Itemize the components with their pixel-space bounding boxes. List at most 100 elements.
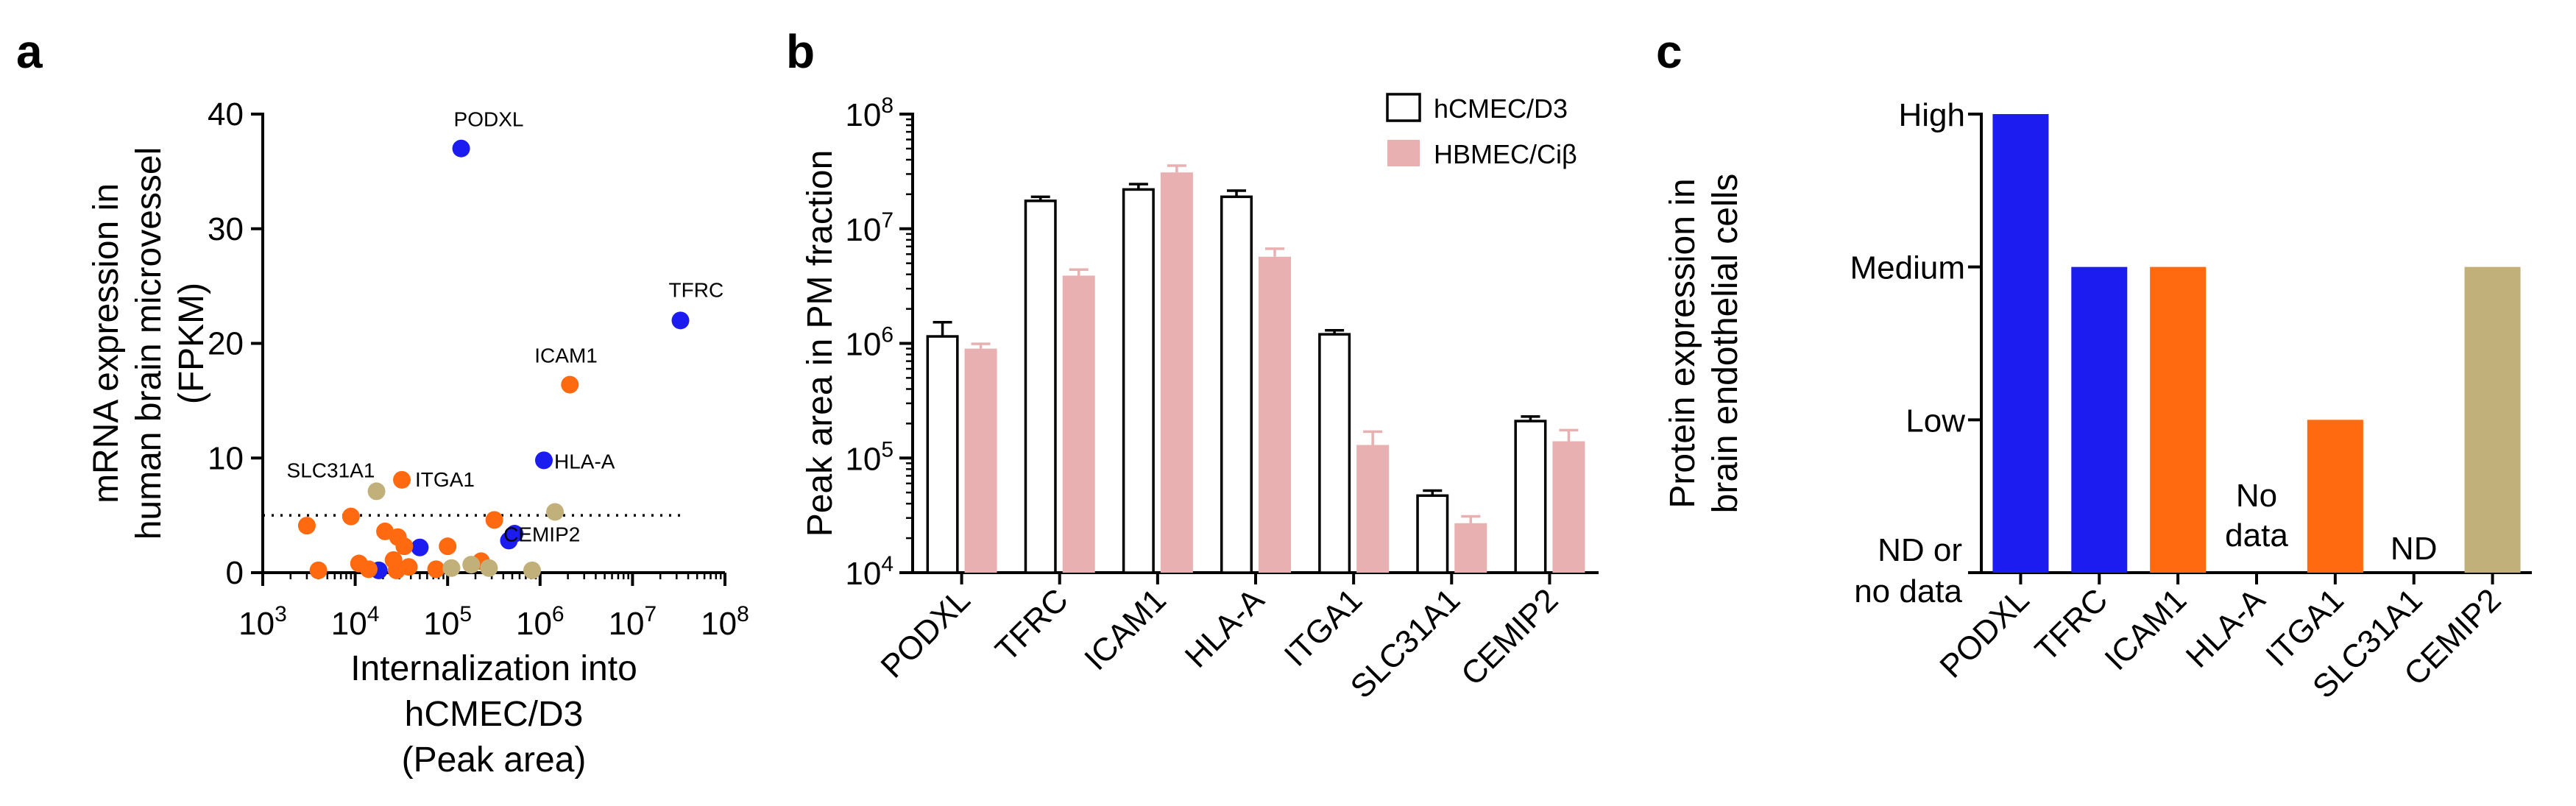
data-point-blue — [452, 139, 470, 158]
x-tick-label: 103 — [238, 602, 287, 642]
bar-hcmec-d3 — [926, 335, 959, 574]
data-point-blue — [534, 451, 553, 470]
data-point-orange — [485, 511, 503, 529]
x-tick-label-exponent: 4 — [367, 602, 380, 626]
data-point-khaki — [546, 503, 565, 521]
bar-tfrc — [2071, 266, 2128, 573]
y-axis-title-line: Protein expression in — [1663, 178, 1702, 508]
nd-note: ND — [2391, 531, 2438, 567]
x-tick-label: ITGA1 — [1278, 581, 1370, 674]
legend-swatch-hbmec-cib — [1387, 140, 1420, 166]
panel-a-point-labels: PODXL TFRC HLA-A ICAM1 ITGA1 SLC31A1 CEMIP2 — [287, 108, 724, 546]
y-tick-label-exponent: 4 — [881, 552, 894, 576]
legend-label: HBMEC/Ciβ — [1434, 139, 1577, 169]
y-tick-label: 104 — [845, 552, 894, 592]
x-tick-label: TFRC — [988, 581, 1075, 668]
point-label: TFRC — [669, 278, 724, 301]
x-tick-label-exponent: 7 — [645, 602, 657, 626]
x-tick-label: HLA-A — [2179, 581, 2273, 675]
data-point-orange — [393, 470, 411, 489]
y-axis-title-line: brain endothelial cells — [1706, 174, 1745, 514]
data-point-orange — [387, 561, 406, 579]
x-tick-label: 104 — [331, 602, 380, 642]
panel-a-ylabel: mRNA expression in human brain microvesse… — [87, 147, 211, 540]
y-axis-title: Peak area in PM fraction — [801, 150, 840, 537]
panel-a-points — [297, 139, 690, 579]
bar-hbmec-cib — [1160, 172, 1193, 573]
y-tick-label: 108 — [845, 93, 894, 133]
point-label: SLC31A1 — [287, 459, 375, 481]
x-tick-label: ICAM1 — [1078, 581, 1173, 677]
panel-a-xlabel: Internalization into hCMEC/D3 (Peak area) — [350, 649, 637, 780]
panel-a-axes: 0 10 20 30 40 103 105 107 104 106 108 — [208, 96, 749, 642]
bar-hbmec-cib — [1552, 441, 1585, 573]
bar-hbmec-cib — [1454, 523, 1487, 573]
point-label: ITGA1 — [415, 468, 475, 491]
bar-hcmec-d3 — [1514, 420, 1547, 574]
y-tick-label: 106 — [845, 323, 894, 363]
bar-hcmec-d3 — [1122, 188, 1155, 574]
bar-hbmec-cib — [1062, 275, 1095, 573]
data-point-orange — [395, 537, 414, 556]
panel-b-letter: b — [786, 25, 815, 78]
legend-label: hCMEC/D3 — [1434, 93, 1568, 124]
y-tick-label: Medium — [1850, 250, 1966, 286]
y-tick-label-line: ND or — [1878, 532, 1962, 568]
x-tick-label: 107 — [609, 602, 657, 642]
x-axis-title-line: (Peak area) — [402, 740, 587, 780]
y-axis-title-line: (FPKM) — [172, 283, 211, 404]
y-tick-label: High — [1899, 97, 1966, 133]
y-tick-label: 10 — [208, 440, 244, 476]
x-axis-title-line: hCMEC/D3 — [405, 695, 584, 734]
bar-hbmec-cib — [1356, 445, 1390, 573]
note-line: No — [2236, 478, 2277, 514]
bar-hcmec-d3 — [1318, 333, 1351, 574]
y-tick-label: 40 — [208, 96, 244, 132]
y-tick-label: 107 — [845, 208, 894, 248]
y-axis-title-line: mRNA expression in — [87, 183, 126, 503]
data-point-orange — [439, 537, 457, 556]
panel-a-letter: a — [16, 25, 43, 78]
data-point-blue — [500, 531, 518, 550]
y-tick-label-exponent: 5 — [881, 437, 894, 462]
x-tick-label: CEMIP2 — [1454, 581, 1565, 692]
data-point-khaki — [523, 561, 541, 579]
y-tick-label-exponent: 8 — [881, 93, 894, 118]
panel-c-bar-chart: c Protein expression in brain endothelial… — [1656, 25, 2532, 705]
point-label: HLA-A — [554, 450, 615, 473]
data-point-khaki — [462, 556, 481, 574]
data-point-khaki — [442, 559, 461, 577]
x-tick-label-exponent: 3 — [275, 602, 287, 626]
panel-a-scatter: a mRNA expression in human brain microves… — [16, 25, 749, 780]
panel-b-legend: hCMEC/D3 HBMEC/Ciβ — [1386, 93, 1577, 169]
bar-hcmec-d3 — [1416, 494, 1449, 574]
bar-hbmec-cib — [1259, 256, 1291, 573]
panel-c-ylabel: Protein expression in brain endothelial c… — [1663, 174, 1745, 514]
data-point-orange — [427, 560, 445, 579]
x-tick-label: ICAM1 — [2098, 581, 2193, 677]
point-label: ICAM1 — [534, 344, 598, 367]
panel-b-bars — [926, 164, 1585, 574]
data-point-orange — [359, 560, 378, 579]
x-tick-label-exponent: 5 — [459, 602, 472, 626]
bar-itga1 — [2307, 420, 2363, 573]
panel-b-ylabel: Peak area in PM fraction — [801, 150, 840, 537]
y-tick-label: Low — [1906, 403, 1965, 439]
panel-b-bar-chart: b Peak area in PM fraction 104 105 106 107 1… — [786, 25, 1599, 705]
point-label: CEMIP2 — [503, 523, 580, 545]
data-point-orange — [561, 375, 579, 394]
x-tick-label: HLA-A — [1178, 581, 1272, 675]
y-tick-label: 30 — [208, 211, 244, 247]
data-point-khaki — [480, 559, 498, 577]
x-tick-label: 105 — [423, 602, 472, 642]
y-axis-title-line: human brain microvessel — [130, 147, 169, 540]
panel-c-letter: c — [1656, 25, 1682, 78]
bar-hcmec-d3 — [1024, 199, 1057, 574]
bar-hcmec-d3 — [1220, 195, 1253, 574]
data-point-blue — [671, 311, 690, 330]
y-tick-label: ND or no data — [1854, 532, 1962, 609]
no-data-note: No data — [2225, 478, 2288, 554]
data-point-orange — [297, 517, 316, 535]
y-tick-label-exponent: 6 — [881, 323, 894, 347]
